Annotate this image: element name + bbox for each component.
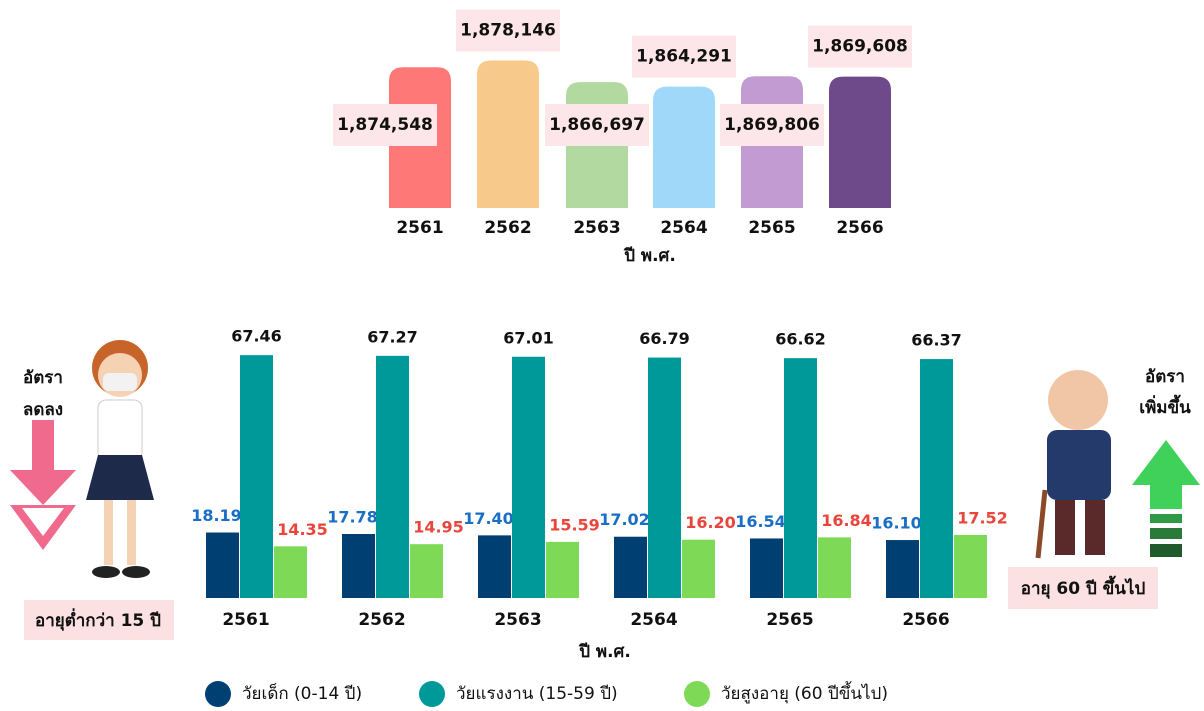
value-label: 16.54 xyxy=(735,512,786,531)
value-label: 67.27 xyxy=(367,327,418,346)
bar xyxy=(886,540,919,598)
bar xyxy=(478,535,511,598)
value-label: 67.46 xyxy=(231,327,282,346)
annotation: อายุต่ำกว่า 15 ปี xyxy=(35,608,161,631)
annotation: อัตรา xyxy=(23,368,63,388)
infographic: 1,874,548 2561 1,878,146 2562 1,866,697 2563 1… xyxy=(0,0,1204,711)
x-tick-label: 2563 xyxy=(494,610,541,630)
legend-marker xyxy=(684,681,710,707)
value-label: 17.52 xyxy=(957,508,1008,527)
legend-marker xyxy=(419,681,445,707)
bar xyxy=(614,537,647,598)
annotation: อัตรา xyxy=(1145,367,1185,387)
bar xyxy=(240,355,273,598)
value-label: 17.02 xyxy=(599,510,650,529)
bar xyxy=(376,356,409,598)
bar xyxy=(682,540,715,598)
value-label: 1,864,291 xyxy=(636,47,732,67)
annotation: เพิ่มขึ้น xyxy=(1139,394,1191,418)
bar xyxy=(648,358,681,598)
value-label: 16.20 xyxy=(685,513,736,532)
bar xyxy=(818,537,851,598)
legend-label: วัยแรงงาน (15-59 ปี) xyxy=(456,684,618,704)
value-label: 1,869,806 xyxy=(724,115,820,135)
value-label: 1,874,548 xyxy=(337,115,433,135)
value-label: 18.19 xyxy=(191,506,242,525)
x-tick-label: 2564 xyxy=(630,610,677,630)
value-label: 17.40 xyxy=(463,509,514,528)
x-tick-label: 2563 xyxy=(573,218,620,238)
value-label: 15.59 xyxy=(549,515,600,534)
up-arrow xyxy=(1132,440,1200,557)
bar xyxy=(410,544,443,598)
x-tick-label: 2565 xyxy=(748,218,795,238)
value-label: 67.01 xyxy=(503,328,554,347)
x-tick-label: 2561 xyxy=(396,218,443,238)
value-label: 16.84 xyxy=(821,511,872,530)
value-label: 1,869,608 xyxy=(812,37,908,57)
value-label: 1,878,146 xyxy=(460,20,556,40)
down-arrow xyxy=(10,420,76,550)
legend-label: วัยเด็ก (0-14 ปี) xyxy=(242,682,362,704)
old-man-illustration xyxy=(1038,370,1111,558)
bar xyxy=(546,542,579,598)
bar xyxy=(342,534,375,598)
value-label: 66.62 xyxy=(775,330,826,349)
x-axis-title: ปี พ.ศ. xyxy=(623,245,675,266)
x-tick-label: 2561 xyxy=(222,610,269,630)
legend-label: วัยสูงอายุ (60 ปีขึ้นไป) xyxy=(721,681,888,704)
bar xyxy=(206,533,239,598)
value-label: 66.37 xyxy=(911,331,962,350)
bar xyxy=(829,77,891,208)
bar xyxy=(954,535,987,598)
bar xyxy=(653,87,715,208)
bar xyxy=(512,357,545,598)
x-axis-title: ปี พ.ศ. xyxy=(578,641,630,662)
bar xyxy=(477,60,539,208)
x-tick-label: 2566 xyxy=(902,610,949,630)
child-illustration xyxy=(86,340,154,578)
bar xyxy=(920,359,953,598)
legend-marker xyxy=(205,681,231,707)
x-tick-label: 2562 xyxy=(484,218,531,238)
value-label: 16.10 xyxy=(871,514,922,533)
bar xyxy=(274,546,307,598)
x-tick-label: 2562 xyxy=(358,610,405,630)
annotation: อายุ 60 ปี ขึ้นไป xyxy=(1021,575,1146,599)
value-label: 14.95 xyxy=(413,518,464,537)
value-label: 1,866,697 xyxy=(549,115,645,135)
x-tick-label: 2566 xyxy=(836,218,883,238)
value-label: 17.78 xyxy=(327,507,378,526)
value-label: 66.79 xyxy=(639,329,690,348)
bar xyxy=(784,358,817,598)
x-tick-label: 2565 xyxy=(766,610,813,630)
annotation: ลดลง xyxy=(23,400,63,420)
value-label: 14.35 xyxy=(277,520,328,539)
bar xyxy=(750,538,783,598)
x-tick-label: 2564 xyxy=(660,218,707,238)
